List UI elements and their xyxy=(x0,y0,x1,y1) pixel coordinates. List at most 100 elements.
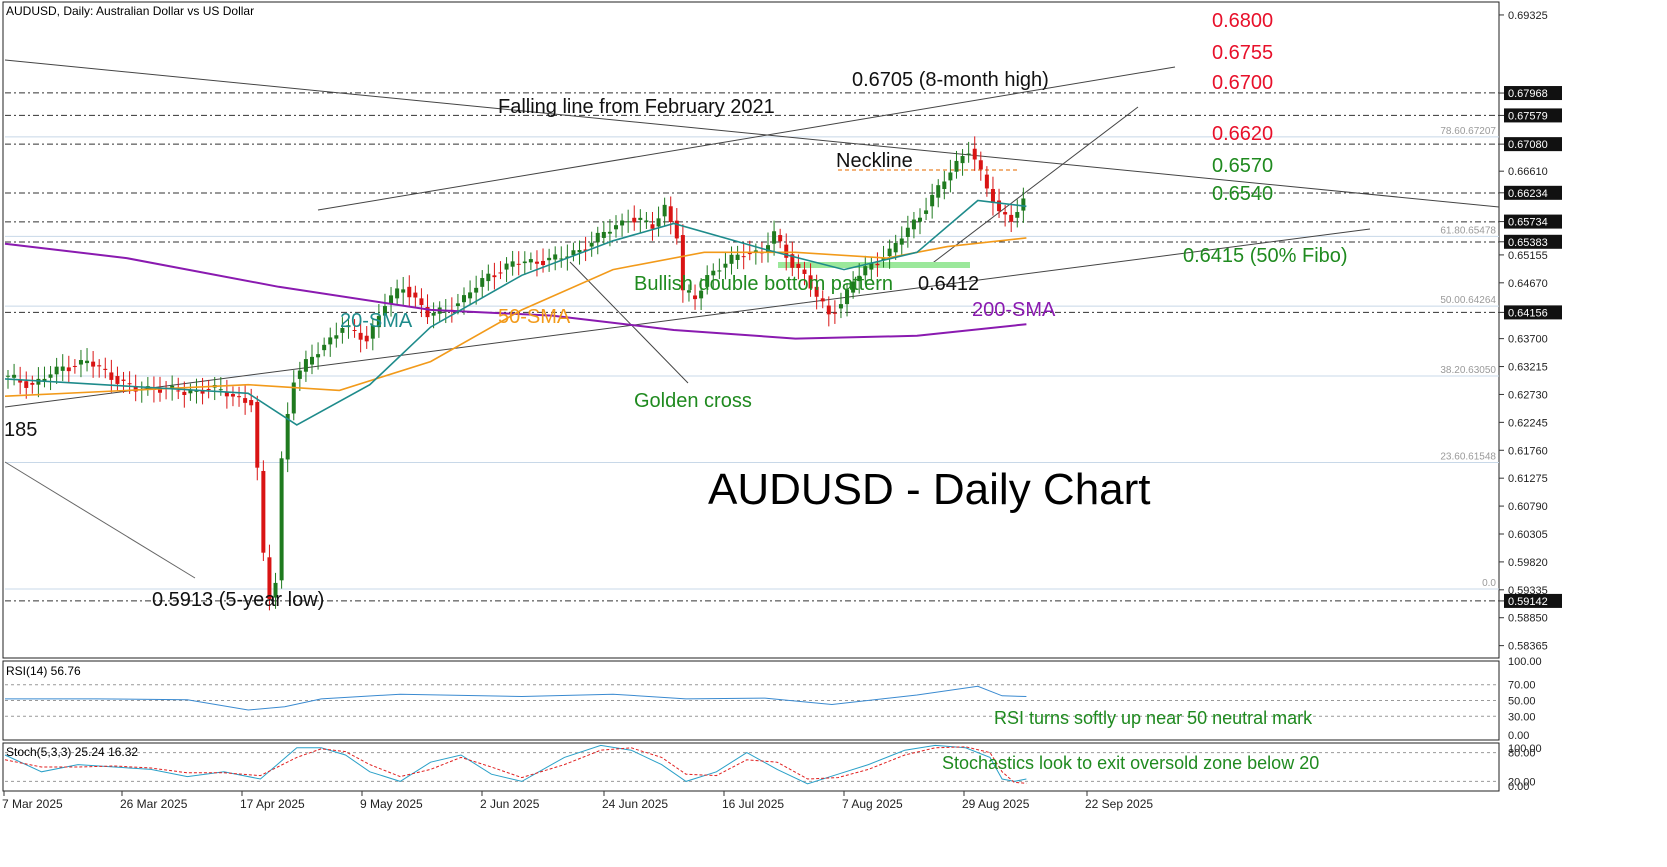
candle-body xyxy=(930,194,935,207)
candle-body xyxy=(474,287,479,293)
price-tick-label: 0.59335 xyxy=(1508,585,1548,597)
candle-body xyxy=(705,275,710,287)
candle-body xyxy=(91,361,96,367)
candle-body xyxy=(936,185,941,198)
date-tick-label: 2 Jun 2025 xyxy=(480,797,540,811)
candle-body xyxy=(893,242,898,253)
price-tag-label: 0.64156 xyxy=(1508,307,1548,319)
candle-body xyxy=(717,270,722,272)
date-tick-label: 29 Aug 2025 xyxy=(962,797,1030,811)
level-label-0.6540: 0.6540 xyxy=(1212,183,1273,205)
candle-body xyxy=(376,315,381,328)
candle-body xyxy=(614,225,618,230)
candle-body xyxy=(170,385,175,389)
chart-header-title: AUDUSD, Daily: Australian Dollar vs US D… xyxy=(6,4,254,18)
price-tick-label: 0.63700 xyxy=(1508,334,1548,346)
candle-body xyxy=(601,231,606,238)
price-axis: 0.69325 0.67968 0.67579 0.67080 0.66610 0.662… xyxy=(1499,10,1562,793)
date-tick-label: 26 Mar 2025 xyxy=(120,797,188,811)
candle-body xyxy=(1021,198,1026,211)
rising-support-line xyxy=(929,106,1139,266)
annotation-sma200: 200-SMA xyxy=(972,299,1056,321)
fibo-label: 78.60.67207 xyxy=(1440,126,1496,137)
candle-body xyxy=(297,370,302,379)
candle-body xyxy=(97,365,102,367)
level-label-0.6415: 0.6415 (50% Fibo) xyxy=(1183,245,1348,267)
candle-body xyxy=(863,266,868,276)
candle-body xyxy=(18,379,23,383)
candle-body xyxy=(407,286,412,298)
candle-body xyxy=(620,220,625,226)
candle-body xyxy=(711,270,716,276)
candle-body xyxy=(182,391,187,395)
rsi-line xyxy=(5,685,1027,711)
price-panel xyxy=(2,1,1500,659)
price-tag-bg xyxy=(1504,185,1562,200)
grid-layer xyxy=(5,92,1499,782)
candle-body xyxy=(1003,212,1008,215)
candle-body xyxy=(504,263,509,270)
candle-body xyxy=(845,289,850,305)
date-tick-label: 9 May 2025 xyxy=(360,797,423,811)
price-tick-label: 0.58365 xyxy=(1508,641,1548,653)
annotation-8-month-high: 0.6705 (8-month high) xyxy=(852,69,1049,91)
price-tick-label: 0.61275 xyxy=(1508,473,1548,485)
annotation-double-bottom: Bullish double bottom pattern xyxy=(634,273,893,295)
candle-body xyxy=(395,288,400,299)
candle-body xyxy=(595,232,600,243)
x-axis: 7 Mar 2025 26 Mar 2025 17 Apr 2025 9 May 20… xyxy=(2,791,1153,811)
candle-body xyxy=(528,259,533,263)
date-tick-label: 16 Jul 2025 xyxy=(722,797,784,811)
candle-body xyxy=(954,160,959,172)
rsi-tick-label: 70.00 xyxy=(1508,680,1536,692)
sma20-line xyxy=(4,199,1027,426)
stoch-note: Stochastics look to exit oversold zone b… xyxy=(942,753,1319,773)
price-tag-bg xyxy=(1504,305,1562,320)
candle-body xyxy=(285,413,290,460)
candle-body xyxy=(589,242,594,247)
candle-body xyxy=(741,256,746,258)
price-tag-label: 0.67968 xyxy=(1508,88,1548,100)
candle-body xyxy=(632,217,637,223)
candle-body xyxy=(997,200,1002,212)
candle-body xyxy=(218,389,223,391)
price-tag-label: 0.65734 xyxy=(1508,217,1548,229)
candle-body xyxy=(668,206,673,223)
stoch-panel xyxy=(2,742,1500,792)
price-tag-bg xyxy=(1504,234,1562,249)
candle-body xyxy=(984,174,989,189)
candle-body xyxy=(42,378,47,382)
rsi-tick-label: 100.00 xyxy=(1508,656,1542,668)
candle-body xyxy=(686,290,691,293)
candle-body xyxy=(85,360,90,364)
fibo-label: 23.60.61548 xyxy=(1440,451,1496,462)
candle-body xyxy=(778,235,783,242)
candle-body xyxy=(346,325,351,328)
candle-body xyxy=(547,257,552,261)
candle-body xyxy=(1015,212,1020,218)
candle-body xyxy=(881,258,886,260)
price-tick-label: 0.62730 xyxy=(1508,389,1548,401)
candle-body xyxy=(905,227,910,237)
stoch-tick-label: 20.00 xyxy=(1508,776,1536,788)
candle-body xyxy=(492,275,497,278)
candle-body xyxy=(784,244,789,258)
candle-body xyxy=(224,391,229,397)
candle-body xyxy=(650,224,655,229)
candle-body xyxy=(571,250,576,256)
low-pointer-line xyxy=(4,461,196,579)
candle-body xyxy=(24,381,29,388)
annotation-left-partial: 185 xyxy=(4,419,37,441)
candle-body xyxy=(303,359,308,372)
candle-body xyxy=(66,367,71,372)
candle-body xyxy=(206,388,211,390)
price-tick-label: 0.69325 xyxy=(1508,10,1548,22)
candle-body xyxy=(699,290,704,299)
candle-body xyxy=(176,390,181,392)
candle-body xyxy=(243,398,248,403)
candle-body xyxy=(127,383,132,385)
candle-body xyxy=(802,269,807,274)
candle-body xyxy=(693,295,698,300)
candle-body xyxy=(960,156,965,164)
candle-body xyxy=(486,273,491,282)
